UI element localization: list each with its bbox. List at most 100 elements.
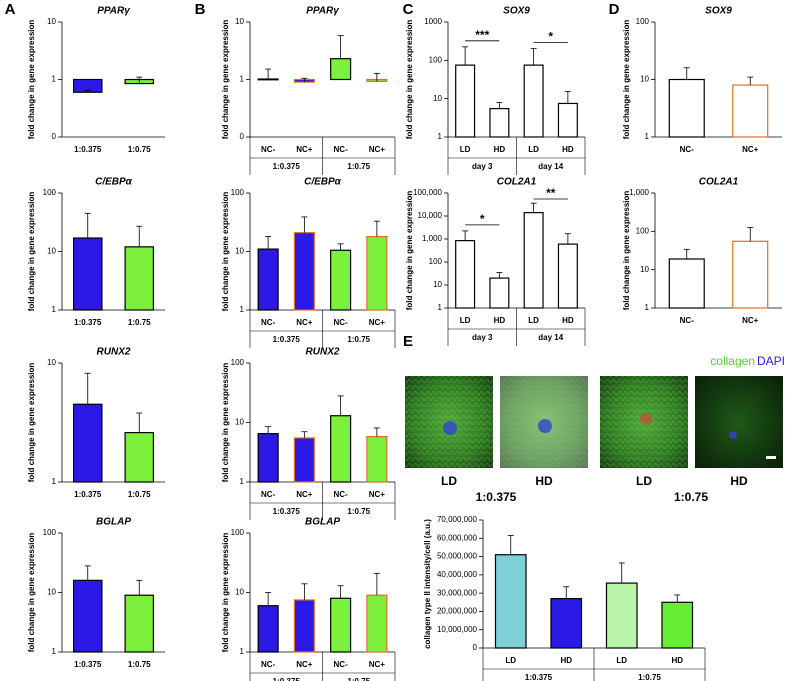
x-tick-label: NC- [261, 145, 276, 154]
y-axis-label: fold change in gene expression [622, 191, 631, 311]
y-tick-label: 40,000,000 [437, 570, 478, 579]
y-tick-label: 10 [235, 247, 244, 256]
chart: RUNX2 fold change in gene expression 1 10 1:… [27, 347, 165, 499]
x-tick-label: LD [505, 656, 516, 665]
y-tick-label: 10 [47, 247, 56, 256]
y-tick-label: 0 [473, 643, 478, 652]
image-group: 1:0.375 [476, 490, 517, 504]
group-label: 1:0.75 [347, 507, 370, 516]
x-tick-label: NC+ [296, 318, 313, 327]
chart: RUNX2 fold change in gene expression 1 10 10… [221, 347, 396, 520]
significance: * [548, 30, 553, 44]
group-label: day 3 [472, 162, 493, 171]
bar [330, 415, 352, 483]
panel-label: C [403, 1, 414, 18]
x-tick-label: NC+ [369, 318, 386, 327]
y-tick-label: 50,000,000 [437, 552, 478, 561]
y-axis-label: fold change in gene expression [27, 192, 36, 312]
chart-title: BGLAP [96, 517, 131, 528]
y-tick-label: 1,000 [422, 234, 443, 243]
scale-bar [766, 456, 776, 459]
chart-title: RUNX2 [97, 347, 131, 358]
micrograph [695, 376, 783, 468]
group-label: 1:0.375 [273, 507, 301, 516]
y-tick-label: 1 [52, 305, 57, 314]
x-tick-label: NC- [334, 660, 349, 669]
x-tick-label: LD [460, 316, 471, 325]
y-tick-label: 100 [43, 528, 57, 537]
image-label: LD [636, 474, 652, 488]
cell [729, 431, 737, 439]
bar [330, 249, 352, 311]
y-tick-label: 1 [240, 647, 245, 656]
y-tick-label: 1000 [424, 17, 442, 26]
bar [366, 435, 388, 483]
chart-title: SOX9 [503, 6, 530, 17]
bar [605, 582, 638, 649]
x-tick-label: HD [494, 145, 506, 154]
y-tick-label: 20,000,000 [437, 607, 478, 616]
y-axis-label: fold change in gene expression [622, 20, 631, 140]
chart-title: C/EBPα [95, 177, 133, 188]
chart: C/EBPα fold change in gene expression 1 10 1… [27, 177, 165, 327]
x-tick-label: LD [616, 656, 627, 665]
bar [668, 78, 705, 138]
y-axis-label: fold change in gene expression [221, 192, 230, 312]
y-tick-label: 1 [645, 132, 650, 141]
y-tick-label: 1 [52, 477, 57, 486]
y-tick-label: 10 [235, 418, 244, 427]
y-tick-label: 1 [52, 647, 57, 656]
x-tick-label: HD [671, 656, 683, 665]
bar [489, 108, 510, 138]
x-tick-label: NC- [261, 490, 276, 499]
x-tick-label: 1:0.375 [74, 318, 102, 327]
group-label: 1:0.375 [525, 673, 553, 681]
group-label: 1:0.375 [273, 677, 301, 681]
y-tick-label: 100 [636, 17, 650, 26]
bar [489, 277, 510, 309]
x-tick-label: NC- [680, 316, 695, 325]
y-tick-label: 1 [438, 132, 443, 141]
x-tick-label: NC- [261, 318, 276, 327]
chart: COL2A1 fold change in gene expression 1 10 1… [405, 177, 586, 346]
group-label: 1:0.375 [273, 162, 301, 171]
x-tick-label: NC- [334, 145, 349, 154]
panel-label: B [195, 1, 206, 18]
bar [330, 597, 352, 653]
x-tick-label: HD [562, 145, 574, 154]
y-tick-label: 0 [52, 132, 57, 141]
y-tick-label: 1 [240, 305, 245, 314]
x-tick-label: LD [528, 316, 539, 325]
x-tick-label: 1:0.75 [128, 490, 151, 499]
y-axis-label: fold change in gene expression [27, 533, 36, 653]
x-tick-label: HD [494, 316, 506, 325]
bar [494, 554, 527, 649]
y-tick-label: 10 [433, 280, 442, 289]
bar [293, 437, 315, 483]
group-label: 1:0.75 [638, 673, 661, 681]
image-label: LD [441, 474, 457, 488]
y-tick-label: 10,000 [418, 211, 443, 220]
y-axis-label: fold change in gene expression [221, 20, 230, 140]
panel-label: D [609, 1, 620, 18]
bar [72, 237, 103, 311]
bar [72, 579, 103, 653]
group-label: 1:0.75 [347, 162, 370, 171]
y-tick-label: 1 [438, 303, 443, 312]
bar [124, 246, 155, 311]
x-tick-label: NC+ [296, 660, 313, 669]
chart: BGLAP fold change in gene expression 1 10 10… [27, 517, 165, 669]
chart-title: C/EBPα [304, 177, 342, 188]
bar [257, 78, 279, 81]
bar [72, 403, 103, 483]
chart-title: COL2A1 [497, 177, 537, 188]
significance: *** [475, 28, 489, 42]
bar [330, 58, 352, 81]
chart: COL2A1 fold change in gene expression 1 10 1… [622, 177, 782, 325]
y-tick-label: 0 [240, 132, 245, 141]
x-tick-label: NC+ [742, 316, 759, 325]
chart-title: COL2A1 [699, 177, 739, 188]
x-tick-label: NC- [680, 145, 695, 154]
y-tick-label: 100 [636, 226, 650, 235]
